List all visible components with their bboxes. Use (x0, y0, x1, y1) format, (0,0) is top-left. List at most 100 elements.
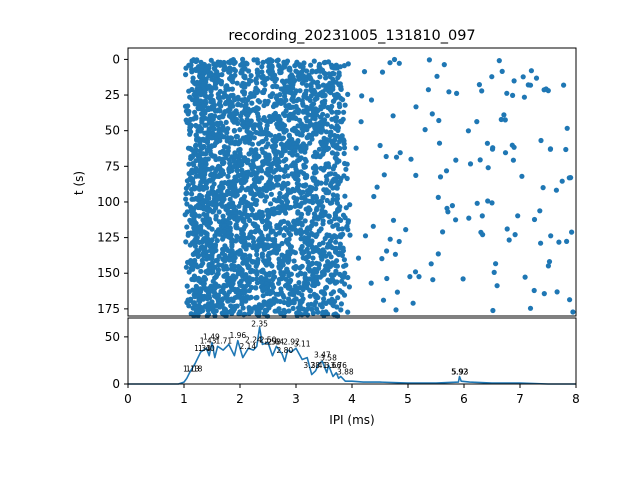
raster-point (323, 75, 329, 81)
raster-point (246, 217, 253, 224)
raster-point (313, 169, 319, 175)
raster-point (210, 208, 217, 214)
raster-point (281, 129, 287, 135)
raster-point (446, 89, 452, 95)
raster-point (559, 178, 565, 184)
raster-point (246, 68, 252, 74)
raster-point (253, 228, 259, 234)
raster-point (484, 140, 490, 146)
raster-point (333, 109, 340, 115)
peak-annotation: 1.43 (200, 337, 217, 346)
raster-point (335, 75, 341, 81)
peak-annotation: 3.11 (294, 339, 311, 348)
raster-point (210, 269, 216, 275)
raster-point (274, 225, 280, 231)
raster-point (313, 207, 320, 213)
raster-point (336, 158, 342, 164)
raster-point (316, 146, 322, 152)
raster-point (413, 104, 419, 110)
raster-point (261, 246, 267, 252)
raster-point (403, 227, 409, 233)
raster-point (191, 162, 197, 168)
raster-point (287, 232, 294, 238)
raster-point (270, 284, 276, 290)
raster-point (182, 212, 188, 218)
raster-point (308, 62, 314, 68)
raster-point (273, 231, 279, 238)
raster-point (202, 130, 208, 136)
raster-point (192, 294, 198, 300)
raster-point (292, 266, 298, 272)
raster-point (287, 67, 293, 73)
raster-point (196, 186, 203, 192)
raster-point (266, 59, 272, 65)
raster-point (200, 186, 206, 192)
raster-point (315, 84, 321, 90)
raster-point (249, 207, 255, 213)
raster-point (310, 249, 316, 255)
raster-point (504, 226, 510, 232)
raster-point (339, 226, 345, 232)
raster-point (309, 69, 315, 75)
raster-point (297, 265, 303, 271)
raster-point (323, 285, 329, 291)
raster-point (248, 118, 254, 124)
raster-point (231, 163, 237, 170)
raster-point (302, 194, 308, 200)
raster-point (328, 90, 334, 96)
raster-point (254, 271, 260, 277)
raster-point (429, 111, 435, 117)
raster-point (380, 297, 387, 303)
raster-point (281, 158, 287, 164)
raster-point (485, 198, 491, 204)
raster-point (308, 87, 314, 93)
raster-point (567, 297, 573, 303)
raster-point (304, 134, 310, 140)
raster-point (322, 92, 328, 98)
raster-point (479, 88, 485, 94)
raster-point (570, 309, 576, 315)
raster-point (335, 295, 341, 301)
raster-point (231, 96, 238, 102)
raster-point (193, 173, 199, 179)
raster-point (313, 181, 319, 187)
raster-point (258, 131, 264, 137)
raster-point (190, 180, 196, 186)
raster-point (310, 255, 316, 261)
ipi-x-tick-label: 5 (404, 392, 412, 406)
raster-point (209, 153, 215, 159)
raster-point (232, 193, 239, 199)
raster-point (230, 79, 236, 85)
raster-point (241, 290, 247, 296)
peak-annotation: 2.58 (264, 337, 281, 346)
raster-point (229, 243, 235, 249)
peak-annotation: 3.47 (314, 351, 331, 360)
raster-point (283, 89, 289, 95)
raster-point (285, 259, 291, 265)
raster-point (272, 308, 278, 314)
raster-point (183, 65, 189, 71)
raster-point (335, 127, 341, 133)
raster-point (381, 172, 387, 178)
raster-point (229, 310, 235, 317)
raster-point (522, 274, 528, 280)
raster-point (554, 289, 560, 295)
raster-point (291, 98, 297, 104)
raster-point (434, 73, 440, 79)
raster-point (224, 266, 230, 272)
raster-point (253, 263, 259, 269)
raster-point (186, 88, 192, 94)
peak-annotation: 2.14 (239, 342, 256, 351)
raster-point (184, 178, 190, 184)
raster-point (281, 173, 287, 180)
raster-point (250, 158, 256, 164)
raster-point (257, 193, 263, 199)
raster-point (435, 251, 441, 257)
raster-point (319, 304, 325, 310)
raster-point (300, 128, 306, 134)
raster-point (183, 196, 189, 202)
raster-point (315, 107, 321, 114)
raster-point (266, 156, 272, 163)
peak-annotation: 2.80 (276, 346, 293, 355)
